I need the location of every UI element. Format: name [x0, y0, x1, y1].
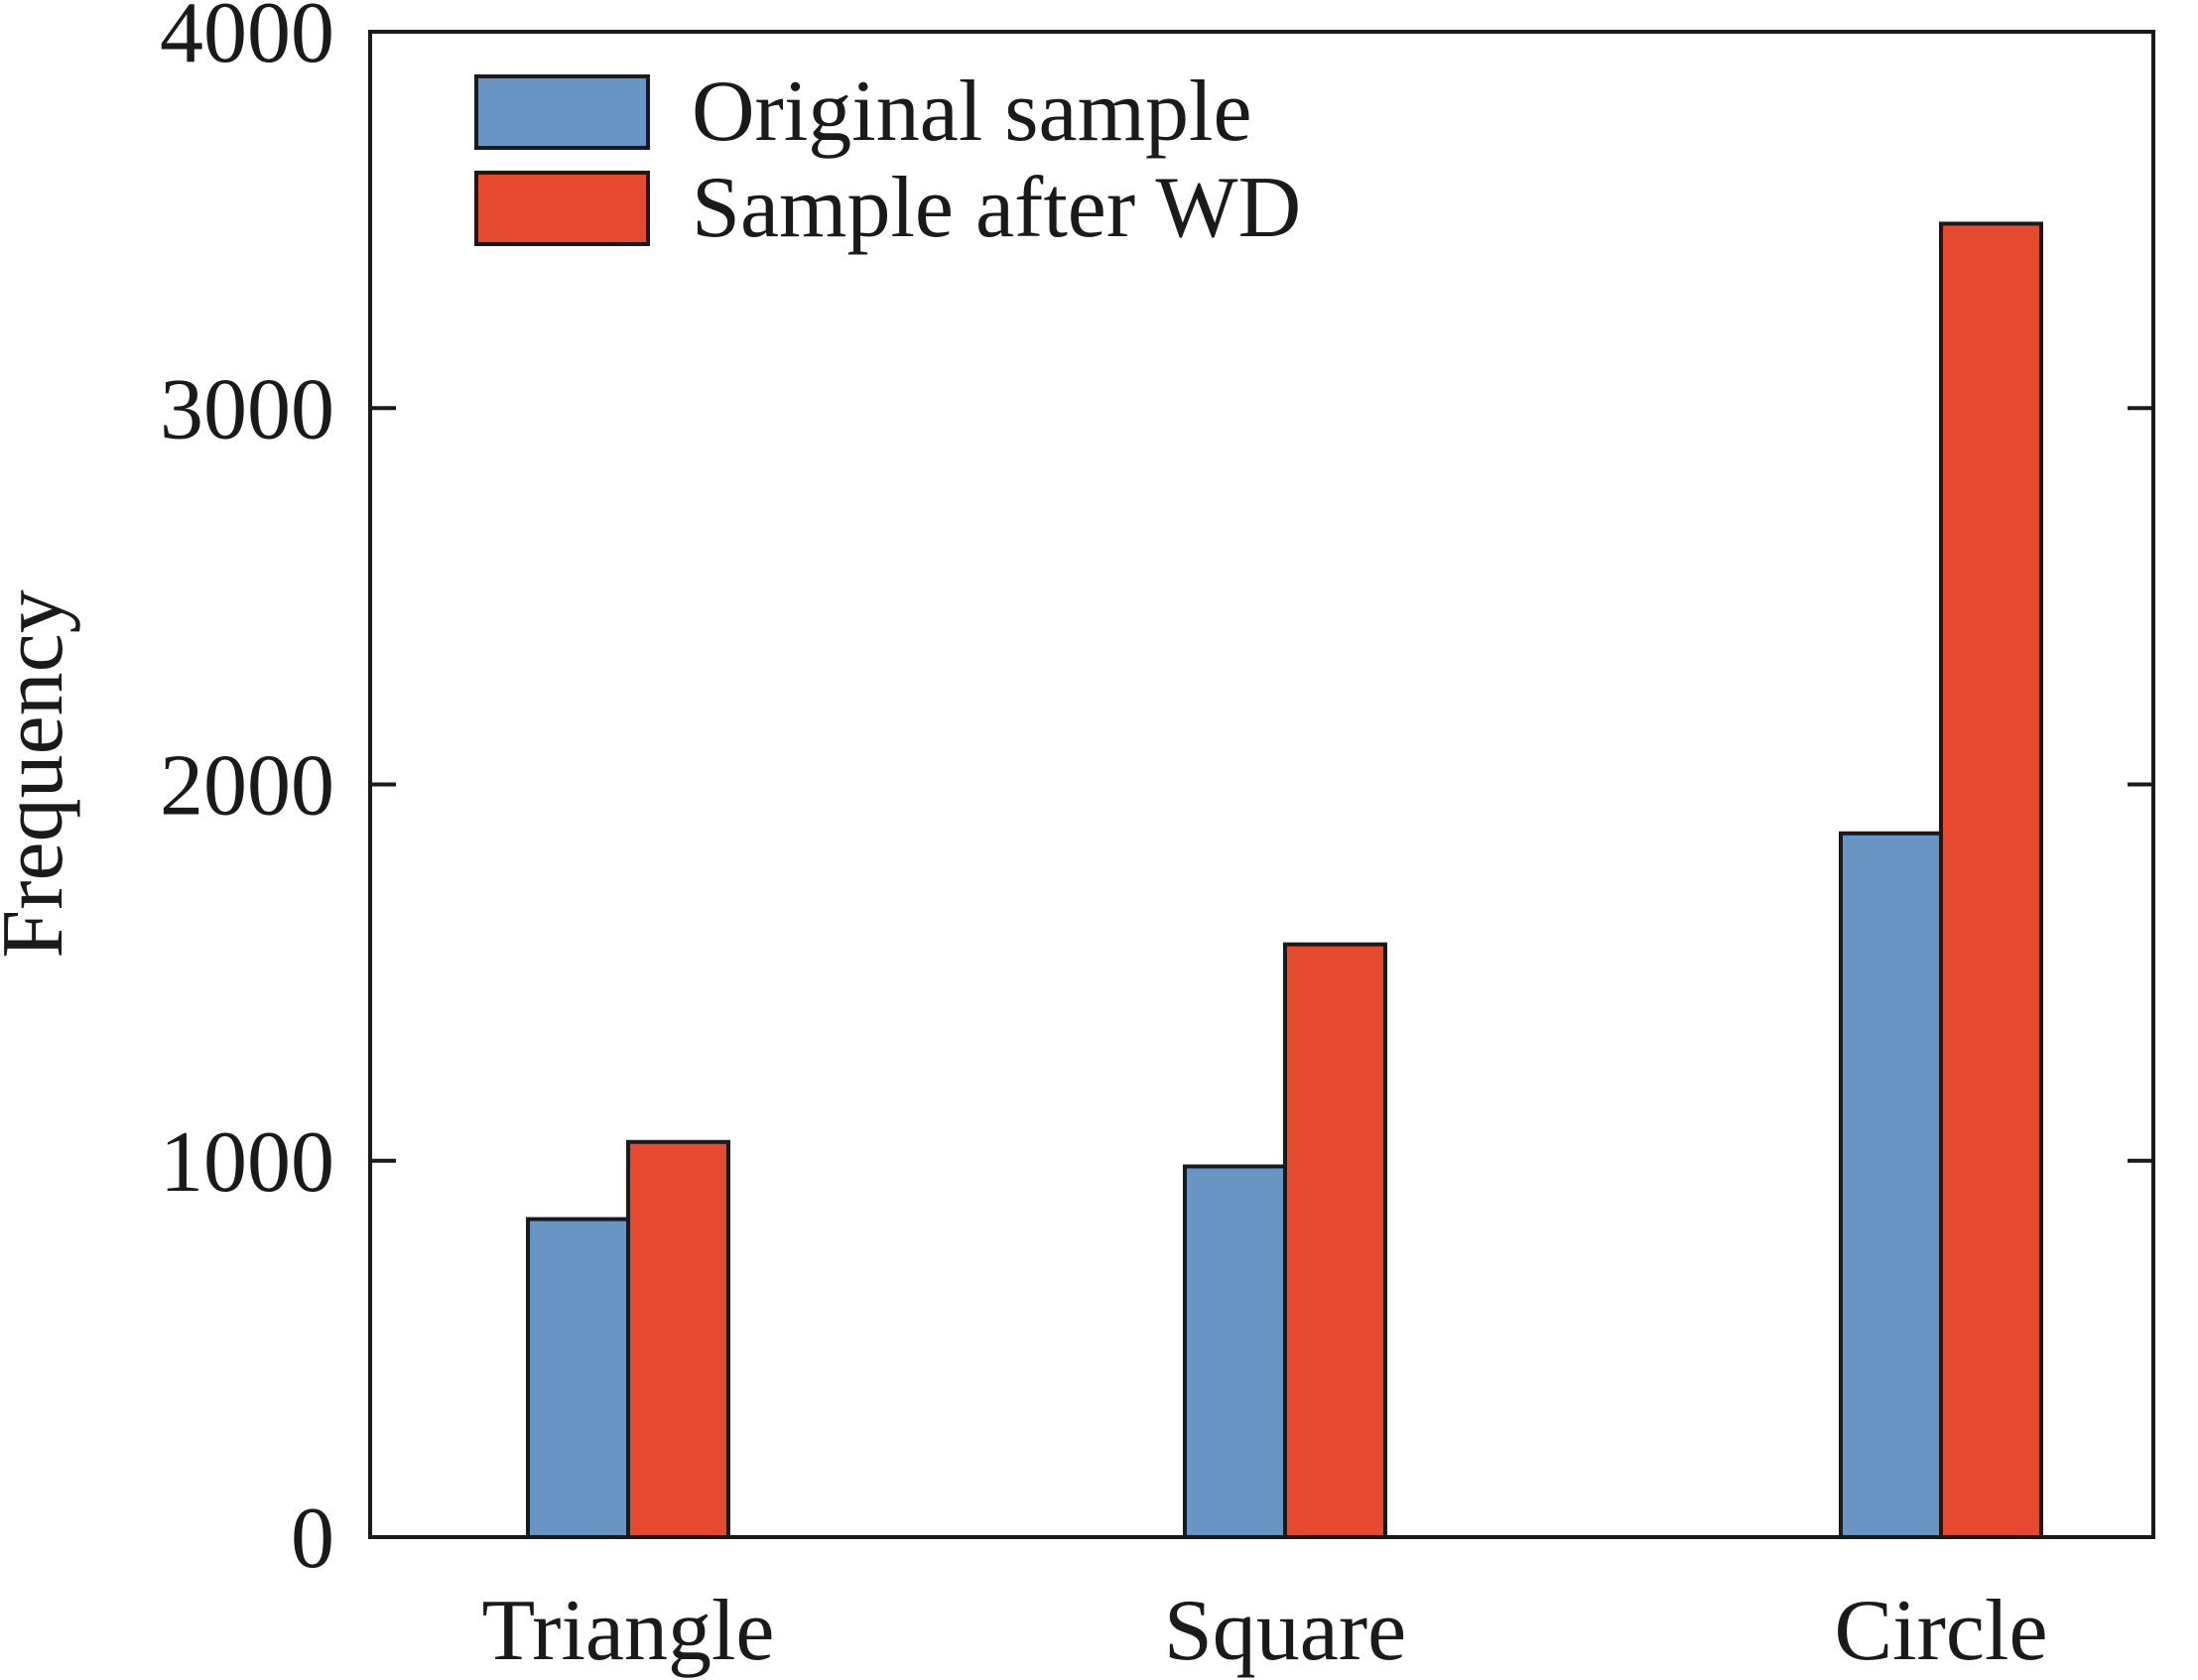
- y-axis-title: Frequency: [0, 589, 81, 958]
- y-tick-label-0: 0: [291, 1490, 334, 1587]
- y-tick-label-1: 1000: [160, 1114, 334, 1211]
- y-axis-ticks: 0 1000 2000 3000 4000: [160, 0, 2153, 1587]
- bar-circle-series-0: [1839, 831, 1943, 1539]
- y-tick-label-3: 3000: [160, 361, 334, 457]
- x-category-label-0: Triangle: [482, 1583, 775, 1679]
- y-tick-label-4: 4000: [160, 0, 334, 81]
- x-category-label-1: Square: [1164, 1583, 1406, 1679]
- bar-square-series-1: [1283, 942, 1387, 1539]
- legend-label-0: Original sample: [692, 64, 1252, 160]
- bar-square-series-0: [1183, 1164, 1287, 1539]
- legend-label-1: Sample after WD: [692, 160, 1301, 256]
- legend-swatch-1: [474, 171, 650, 246]
- bar-triangle-series-0: [526, 1217, 630, 1539]
- x-axis-labels: Triangle Square Circle: [482, 1583, 2048, 1679]
- bar-triangle-series-1: [626, 1139, 730, 1539]
- legend-swatch-0: [474, 74, 650, 150]
- bar-circle-series-1: [1939, 221, 2043, 1540]
- plot-frame: [368, 30, 2155, 1539]
- bars: [526, 221, 2043, 1540]
- y-tick-label-2: 2000: [160, 738, 334, 835]
- x-category-label-2: Circle: [1834, 1583, 2047, 1679]
